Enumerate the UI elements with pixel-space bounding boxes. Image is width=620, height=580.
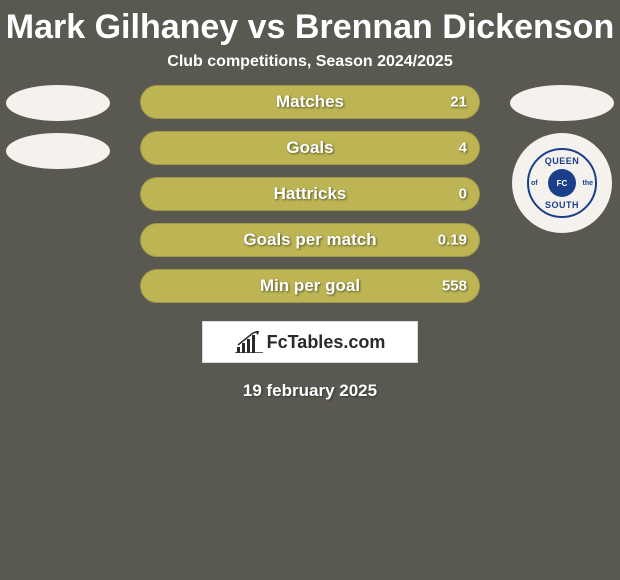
footer-date: 19 february 2025 xyxy=(8,381,612,401)
stat-row: Min per goal 558 xyxy=(140,269,480,303)
player-right-column: QUEEN of the SOUTH FC xyxy=(512,85,612,233)
stat-row: Goals 4 xyxy=(140,131,480,165)
stat-label: Min per goal xyxy=(260,276,360,296)
club-name-left: of xyxy=(531,180,538,187)
content-area: QUEEN of the SOUTH FC Matches 21 Goals 4… xyxy=(0,85,620,401)
brand-chart-icon xyxy=(235,331,263,353)
club-center-badge: FC xyxy=(548,169,576,197)
club-name-right: the xyxy=(583,180,594,187)
stat-label: Goals xyxy=(286,138,333,158)
stat-label: Goals per match xyxy=(243,230,376,250)
player-left-avatar xyxy=(6,85,110,121)
stat-label: Matches xyxy=(276,92,344,112)
stats-bars: Matches 21 Goals 4 Hattricks 0 Goals per… xyxy=(140,85,480,303)
stat-label: Hattricks xyxy=(274,184,347,204)
stat-right-value: 558 xyxy=(442,278,467,295)
stat-right-value: 4 xyxy=(459,140,467,157)
player-right-avatar xyxy=(510,85,614,121)
club-logo-ring: QUEEN of the SOUTH FC xyxy=(527,148,597,218)
brand-logo: FcTables.com xyxy=(202,321,418,363)
club-name-top: QUEEN xyxy=(545,156,580,166)
player-left-club-placeholder xyxy=(6,133,110,169)
page-subtitle: Club competitions, Season 2024/2025 xyxy=(0,53,620,85)
player-left-column xyxy=(8,85,108,169)
club-name-bottom: SOUTH xyxy=(545,200,579,210)
stat-row: Goals per match 0.19 xyxy=(140,223,480,257)
stat-right-value: 0 xyxy=(459,186,467,203)
stat-right-value: 21 xyxy=(450,94,467,111)
stat-row: Matches 21 xyxy=(140,85,480,119)
stat-right-value: 0.19 xyxy=(438,232,467,249)
stat-row: Hattricks 0 xyxy=(140,177,480,211)
page-title: Mark Gilhaney vs Brennan Dickenson xyxy=(0,0,620,53)
brand-name: FcTables.com xyxy=(267,332,386,353)
player-right-club-logo: QUEEN of the SOUTH FC xyxy=(512,133,612,233)
